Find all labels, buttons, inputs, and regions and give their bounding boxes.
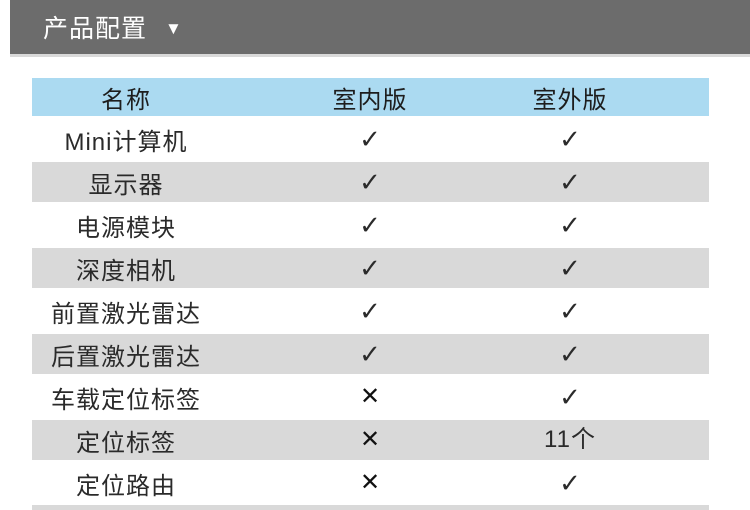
indoor-mark: ✓ (359, 167, 381, 197)
section-title: 产品配置 (43, 15, 148, 43)
indoor-mark: ✓ (359, 210, 381, 240)
column-header-outdoor: 室外版 (532, 86, 608, 114)
column-header-name: 名称 (101, 86, 151, 114)
table-row: 电源模块 ✓ ✓ (32, 205, 709, 245)
table-header-row: 名称 室内版 室外版 (32, 78, 709, 116)
table-row: 定位路由 ✕ ✓ (32, 463, 709, 503)
chevron-down-icon[interactable]: ▼ (165, 19, 182, 38)
table-row: 后置激光雷达 ✓ ✓ (32, 334, 709, 374)
outdoor-mark: ✓ (559, 210, 581, 240)
row-name: 定位标签 (76, 429, 176, 457)
outdoor-mark: ✓ (559, 296, 581, 326)
indoor-mark: ✕ (359, 469, 381, 496)
row-name: 显示器 (88, 171, 164, 199)
section-header-bar[interactable]: 产品配置 ▼ (10, 0, 750, 57)
column-header-indoor: 室内版 (332, 86, 408, 114)
row-name: Mini计算机 (64, 128, 188, 156)
indoor-mark: ✓ (359, 253, 381, 283)
table-row: 显示器 ✓ ✓ (32, 162, 709, 202)
outdoor-mark: ✓ (559, 167, 581, 197)
outdoor-mark: ✓ (559, 339, 581, 369)
row-name: 后置激光雷达 (51, 343, 201, 371)
row-name: 深度相机 (76, 257, 176, 285)
row-name: 定位路由 (76, 472, 176, 500)
table-row: 车载定位标签 ✕ ✓ (32, 377, 709, 417)
row-name: 前置激光雷达 (51, 300, 201, 328)
row-name: 车载定位标签 (51, 386, 201, 414)
table-row: 定位标签 ✕ 11个 (32, 420, 709, 460)
table-row: Mini计算机 ✓ ✓ (32, 119, 709, 159)
indoor-mark: ✓ (359, 124, 381, 154)
indoor-mark: ✓ (359, 296, 381, 326)
table-body: Mini计算机 ✓ ✓ 显示器 ✓ ✓ 电源模块 ✓ ✓ 深度相机 ✓ ✓ (32, 119, 709, 503)
row-name: 电源模块 (76, 214, 176, 242)
indoor-mark: ✕ (359, 383, 381, 410)
indoor-mark: ✓ (359, 339, 381, 369)
outdoor-mark: ✓ (559, 253, 581, 283)
outdoor-mark: ✓ (559, 382, 581, 412)
table-row: 前置激光雷达 ✓ ✓ (32, 291, 709, 331)
next-row-partial (32, 505, 709, 510)
outdoor-mark: 11个 (544, 426, 596, 453)
outdoor-mark: ✓ (559, 468, 581, 498)
outdoor-mark: ✓ (559, 124, 581, 154)
indoor-mark: ✕ (359, 426, 381, 453)
product-spec-table: 名称 室内版 室外版 Mini计算机 ✓ ✓ 显示器 ✓ ✓ 电源模块 ✓ ✓ (32, 78, 709, 503)
table-row: 深度相机 ✓ ✓ (32, 248, 709, 288)
